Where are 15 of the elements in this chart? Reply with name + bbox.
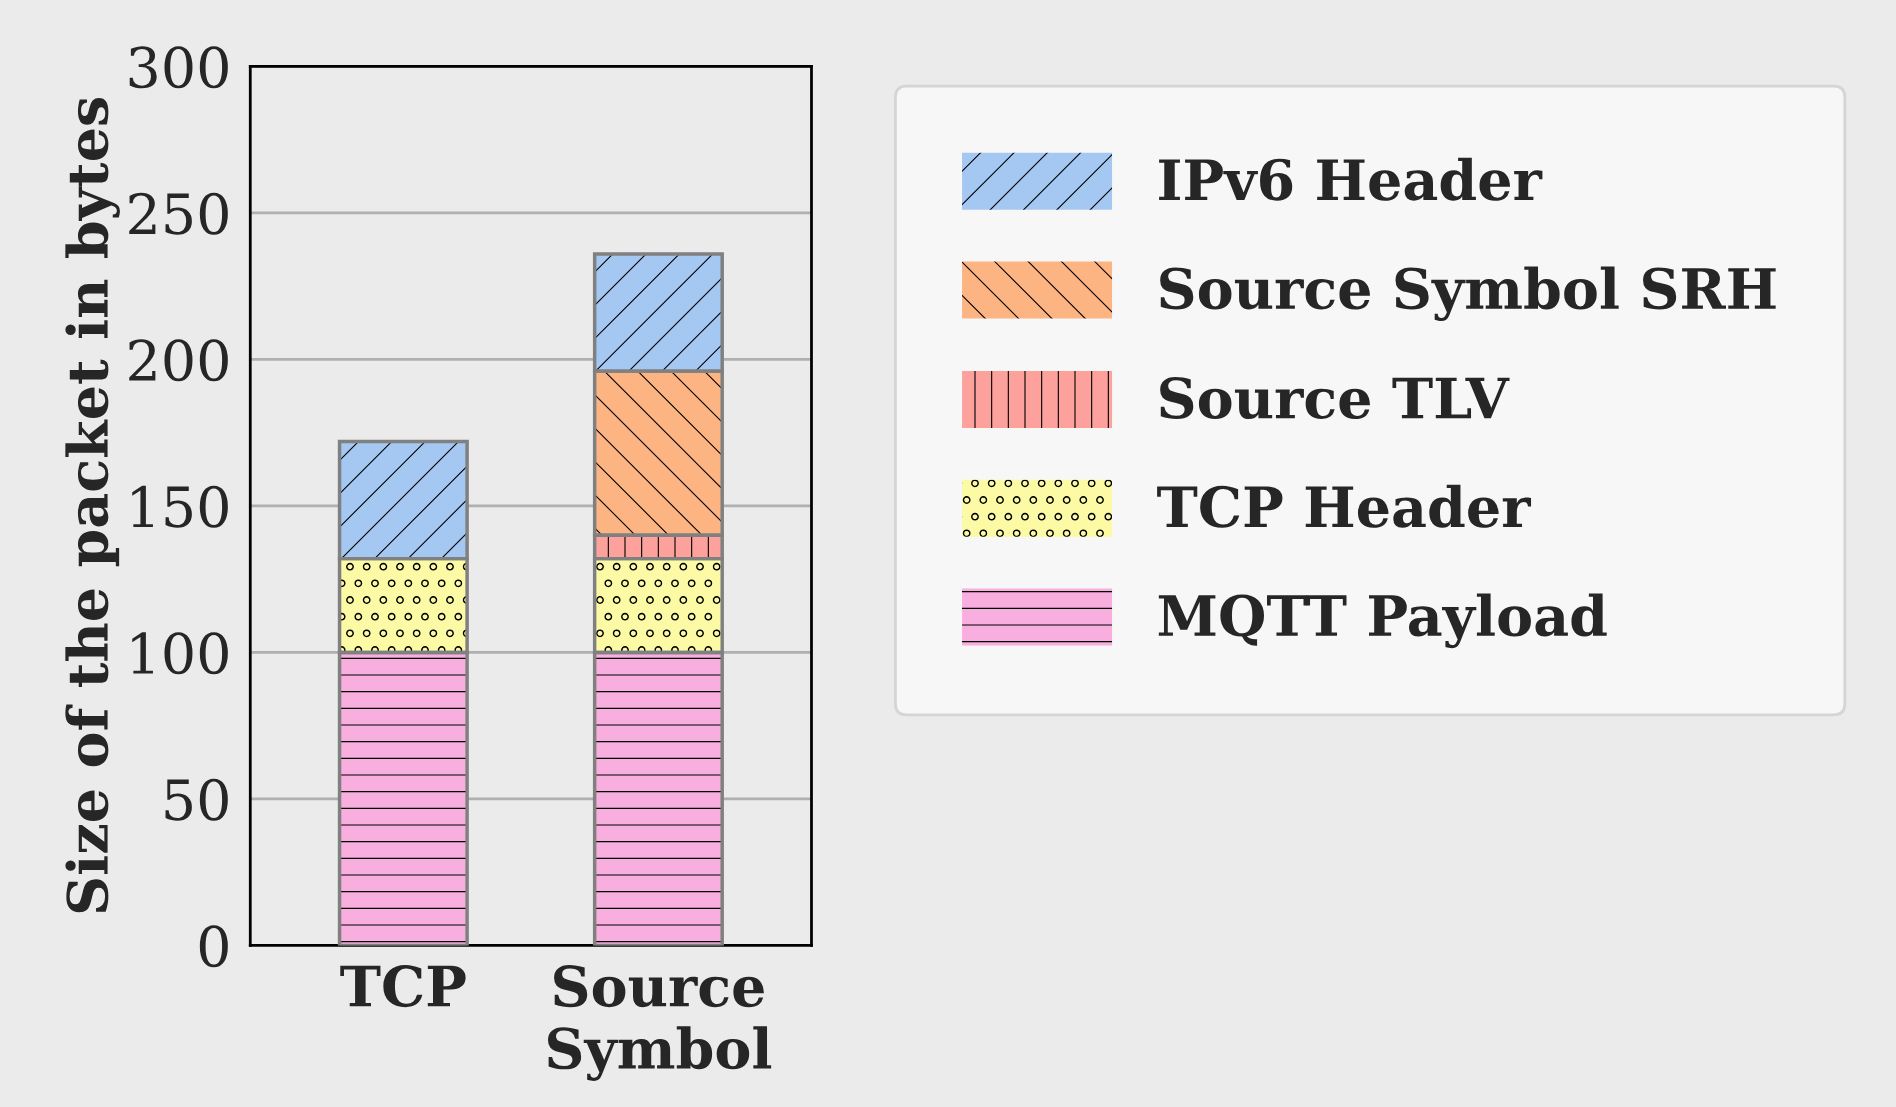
x-tick-label: Source Symbol — [548, 965, 772, 1081]
y-tick-label: 150 — [132, 485, 228, 528]
y-axis-title: Size of the packet in bytes — [65, 98, 120, 913]
legend-label: TCP Header — [1157, 484, 1532, 528]
y-tick-label: 0 — [199, 925, 228, 968]
y-tick-label: 100 — [132, 632, 228, 675]
legend-label: Source Symbol SRH — [1160, 266, 1776, 322]
y-tick-label: 50 — [165, 778, 228, 821]
legend-label: IPv6 Header — [1159, 157, 1543, 201]
legend-label: MQTT Payload — [1158, 593, 1607, 649]
x-tick-label: TCP — [340, 965, 466, 1008]
y-tick-label: 200 — [129, 339, 228, 382]
y-tick-label: 300 — [129, 46, 228, 89]
y-tick-label: 250 — [129, 192, 228, 235]
legend-label: Source TLV — [1160, 377, 1510, 420]
